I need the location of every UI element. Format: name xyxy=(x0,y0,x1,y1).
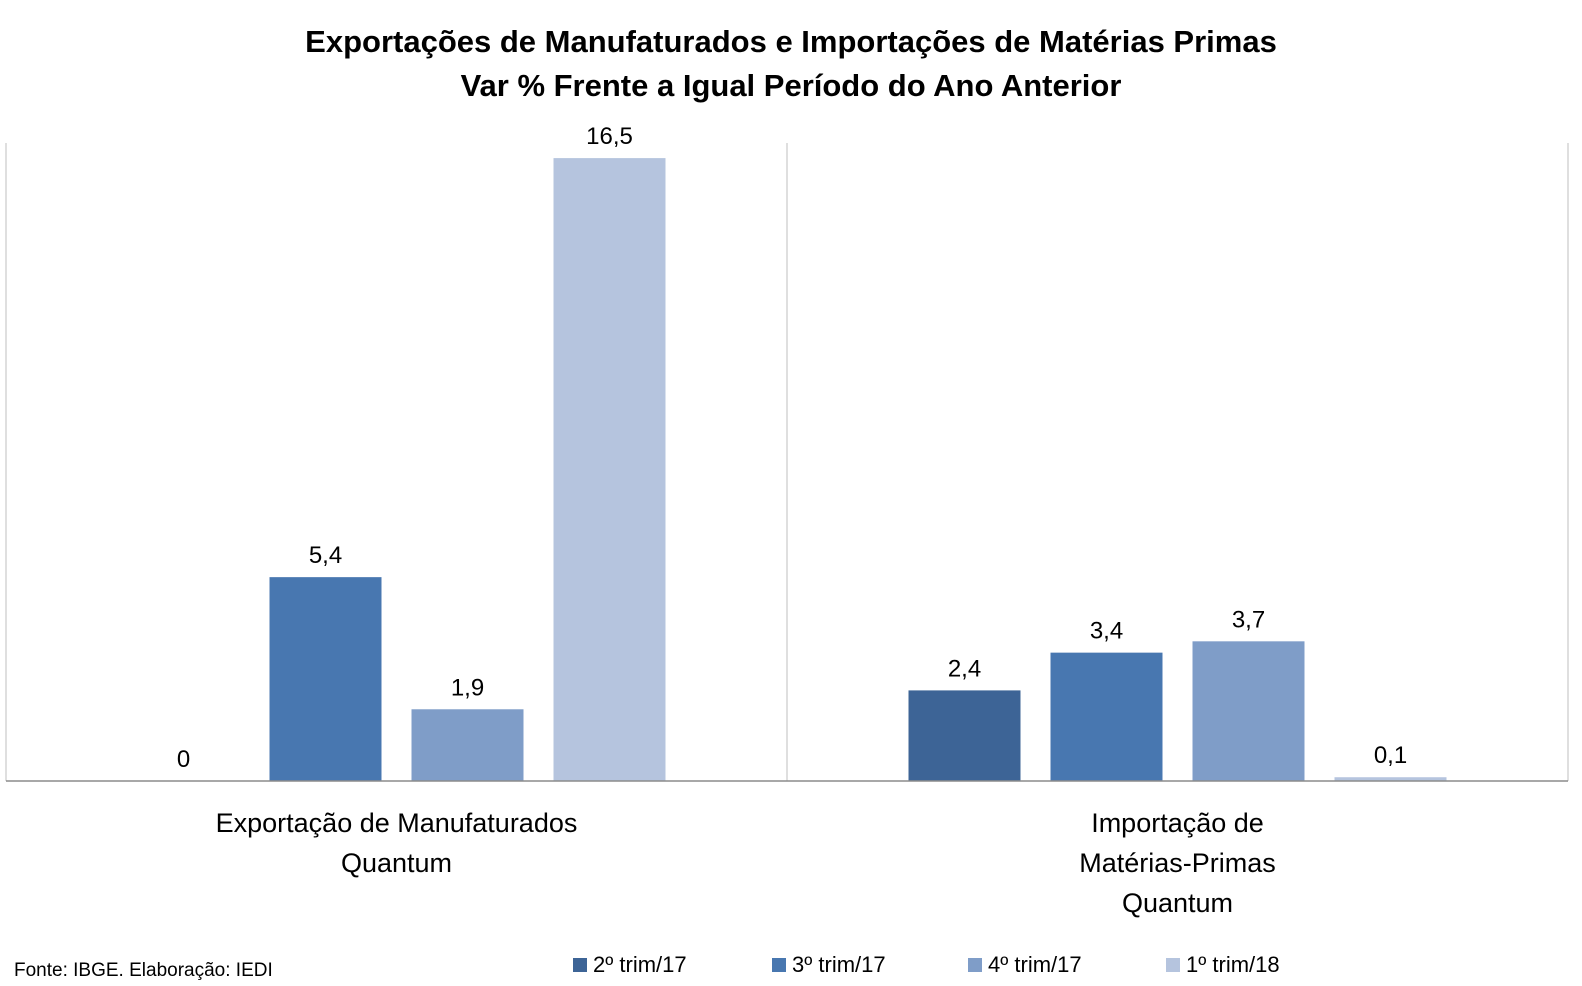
bar-2-series-3 xyxy=(1192,641,1305,781)
category-labels: Exportação de Manufaturados Quantum Import… xyxy=(216,808,1276,918)
data-label-2-series-1: 2,4 xyxy=(948,655,981,682)
data-label-2-series-4: 0,1 xyxy=(1374,742,1407,769)
category-label-2-line-3: Quantum xyxy=(1122,888,1233,918)
legend-label-1: 2º trim/17 xyxy=(593,952,687,977)
legend-swatch-2 xyxy=(772,958,786,972)
category-label-1-line-1: Exportação de Manufaturados xyxy=(216,808,578,838)
data-label-2-series-3: 3,7 xyxy=(1232,606,1265,633)
legend-label-3: 4º trim/17 xyxy=(988,952,1082,977)
data-label-1-series-1: 0 xyxy=(177,746,190,773)
legend-label-4: 1º trim/18 xyxy=(1186,952,1280,977)
category-label-2-line-1: Importação de xyxy=(1091,808,1264,838)
data-label-1-series-3: 1,9 xyxy=(451,674,484,701)
bar-1-series-4 xyxy=(553,158,666,781)
source-note: Fonte: IBGE. Elaboração: IEDI xyxy=(14,960,273,981)
category-label-1-line-2: Quantum xyxy=(341,848,452,878)
legend-swatch-4 xyxy=(1166,958,1180,972)
legend-swatch-3 xyxy=(968,958,982,972)
bar-2-series-4 xyxy=(1334,777,1447,781)
data-label-1-series-2: 5,4 xyxy=(309,542,342,569)
bars-group: 0 5,4 1,9 16,5 2,4 3,4 3,7 0,1 xyxy=(177,123,1447,781)
data-label-1-series-4: 16,5 xyxy=(586,123,633,150)
data-label-2-series-2: 3,4 xyxy=(1090,618,1123,645)
bar-2-series-2 xyxy=(1050,652,1163,781)
bar-1-series-3 xyxy=(411,709,524,781)
category-label-2-line-2: Matérias-Primas xyxy=(1079,848,1276,878)
legend-swatch-1 xyxy=(573,958,587,972)
plot-area: 0 5,4 1,9 16,5 2,4 3,4 3,7 0,1 xyxy=(5,123,1569,782)
legend-label-2: 3º trim/17 xyxy=(792,952,886,977)
legend: 2º trim/17 3º trim/17 4º trim/17 1º trim/18 xyxy=(573,952,1280,977)
chart-title-line-2: Var % Frente a Igual Período do Ano Ante… xyxy=(461,68,1122,103)
chart-title-line-1: Exportações de Manufaturados e Importaçõ… xyxy=(305,24,1277,59)
bar-1-series-2 xyxy=(269,577,382,781)
bar-2-series-1 xyxy=(908,690,1021,781)
